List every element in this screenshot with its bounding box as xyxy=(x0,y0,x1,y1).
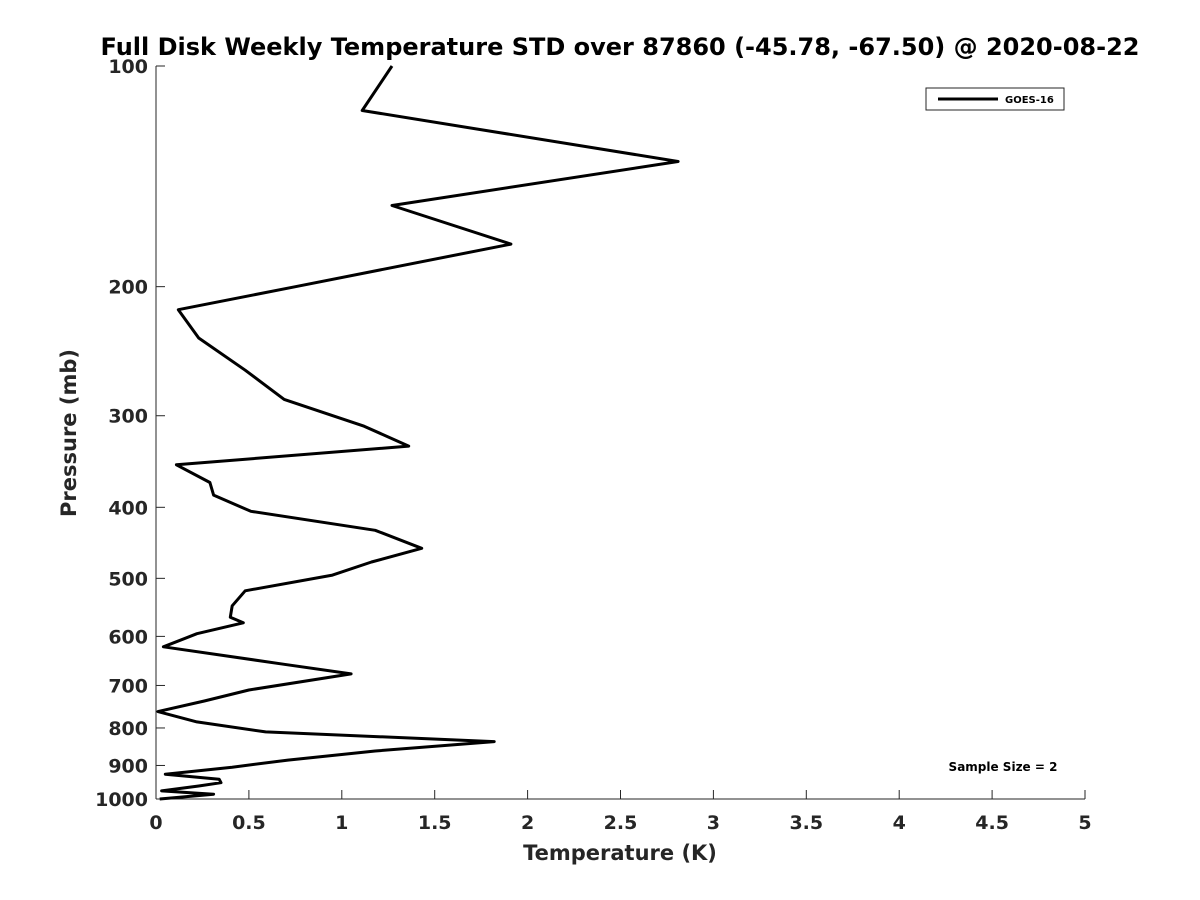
x-tick-label: 4.5 xyxy=(975,812,1009,834)
legend: GOES-16 xyxy=(925,87,1065,111)
y-tick-label: 600 xyxy=(108,626,148,648)
y-tick-label: 400 xyxy=(108,497,148,519)
chart-title: Full Disk Weekly Temperature STD over 87… xyxy=(101,33,1140,61)
series-line-goes-16 xyxy=(156,65,680,801)
sample-size-annotation: Sample Size = 2 xyxy=(949,760,1058,774)
y-tick-label: 500 xyxy=(108,568,148,590)
x-axis-label: Temperature (K) xyxy=(523,841,717,865)
x-tick-label: 2 xyxy=(521,812,534,834)
x-tick-label: 1.5 xyxy=(418,812,452,834)
x-tick-label: 1 xyxy=(335,812,348,834)
y-tick-label: 900 xyxy=(108,755,148,777)
y-tick-label: 700 xyxy=(108,675,148,697)
x-tick-label: 2.5 xyxy=(604,812,638,834)
y-ticks: 100 200 300 400 500 600 700 800 900 1000 xyxy=(95,56,165,811)
y-tick-label: 800 xyxy=(108,718,148,740)
x-tick-label: 0 xyxy=(149,812,162,834)
x-tick-label: 5 xyxy=(1078,812,1091,834)
x-tick-label: 4 xyxy=(893,812,906,834)
x-tick-label: 3 xyxy=(707,812,720,834)
legend-label: GOES-16 xyxy=(1005,95,1054,106)
y-axis-label: Pressure (mb) xyxy=(57,349,81,517)
x-ticks: 0 0.5 1 1.5 2 2.5 3 3.5 4 4.5 5 xyxy=(149,790,1092,834)
y-tick-label: 100 xyxy=(108,56,148,78)
y-tick-label: 300 xyxy=(108,406,148,428)
x-tick-label: 0.5 xyxy=(232,812,266,834)
y-tick-label: 200 xyxy=(108,277,148,299)
y-tick-label: 1000 xyxy=(95,789,148,811)
x-tick-label: 3.5 xyxy=(789,812,823,834)
